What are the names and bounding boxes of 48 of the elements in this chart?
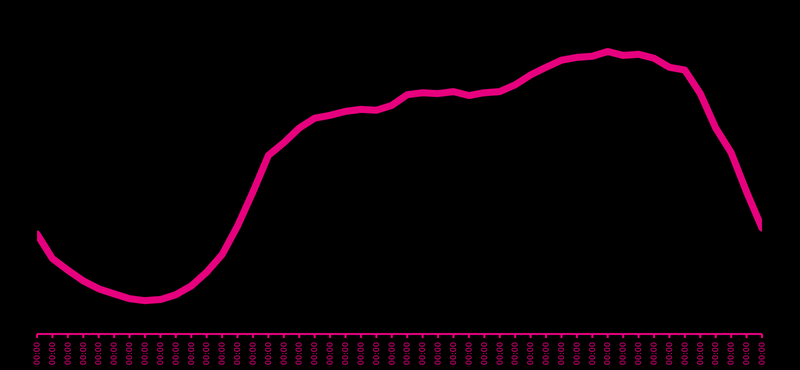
x-tick-label: 00:00 [680, 342, 690, 366]
x-tick-label: 00:00 [341, 342, 350, 366]
x-tick-label: 00:00 [110, 342, 119, 366]
x-tick-label: 00:00 [742, 342, 752, 366]
x-tick-label: 00:00 [186, 342, 196, 366]
x-tick-label: 00:00 [294, 342, 304, 366]
x-tick-label: 00:00 [326, 342, 335, 366]
x-tick-label: 00:00 [279, 342, 288, 366]
x-tick-label: 00:00 [711, 342, 720, 366]
x-tick-label: 00:00 [588, 342, 597, 366]
x-tick-label: 00:00 [402, 342, 412, 366]
x-tick-label: 00:00 [480, 342, 489, 366]
x-tick-label: 00:00 [634, 342, 644, 366]
x-tick-label: 00:00 [448, 342, 458, 366]
x-tick-label: 00:00 [171, 342, 180, 366]
x-tick-label: 00:00 [356, 342, 366, 366]
x-tick-label: 00:00 [264, 342, 273, 366]
x-tick-label: 00:00 [248, 342, 258, 366]
x-tick-label: 00:00 [464, 342, 474, 366]
x-tick-label: 00:00 [510, 342, 520, 366]
x-tick-label: 00:00 [726, 342, 736, 366]
x-tick-label: 00:00 [372, 342, 381, 366]
x-tick-label: 00:00 [233, 342, 242, 366]
x-tick-label: 00:00 [48, 342, 57, 366]
x-tick-label: 00:00 [310, 342, 320, 366]
x-tick-label: 00:00 [650, 342, 659, 366]
x-tick-label: 00:00 [434, 342, 443, 366]
x-tick-label: 00:00 [202, 342, 212, 366]
x-tick-label: 00:00 [495, 342, 504, 366]
x-tick-label: 00:00 [156, 342, 165, 366]
x-tick-label: 00:00 [94, 342, 104, 366]
x-tick-label: 00:00 [526, 342, 536, 366]
x-tick-label: 00:00 [542, 342, 551, 366]
x-tick-label: 00:00 [32, 342, 42, 366]
x-tick-label: 00:00 [418, 342, 428, 366]
x-tick-label: 00:00 [78, 342, 88, 366]
x-tick-label: 00:00 [125, 342, 134, 366]
x-tick-label: 00:00 [140, 342, 150, 366]
x-tick-label: 00:00 [387, 342, 396, 366]
x-tick-label: 00:00 [618, 342, 628, 366]
x-tick-label: 00:00 [696, 342, 705, 366]
x-tick-label: 00:00 [63, 342, 72, 366]
x-tick-label: 00:00 [556, 342, 566, 366]
x-tick-label: 00:00 [572, 342, 582, 366]
x-tick-label: 00:00 [664, 342, 674, 366]
x-tick-label: 00:00 [218, 342, 227, 366]
x-tick-label: 00:00 [603, 342, 612, 366]
x-tick-label: 00:00 [758, 342, 766, 366]
